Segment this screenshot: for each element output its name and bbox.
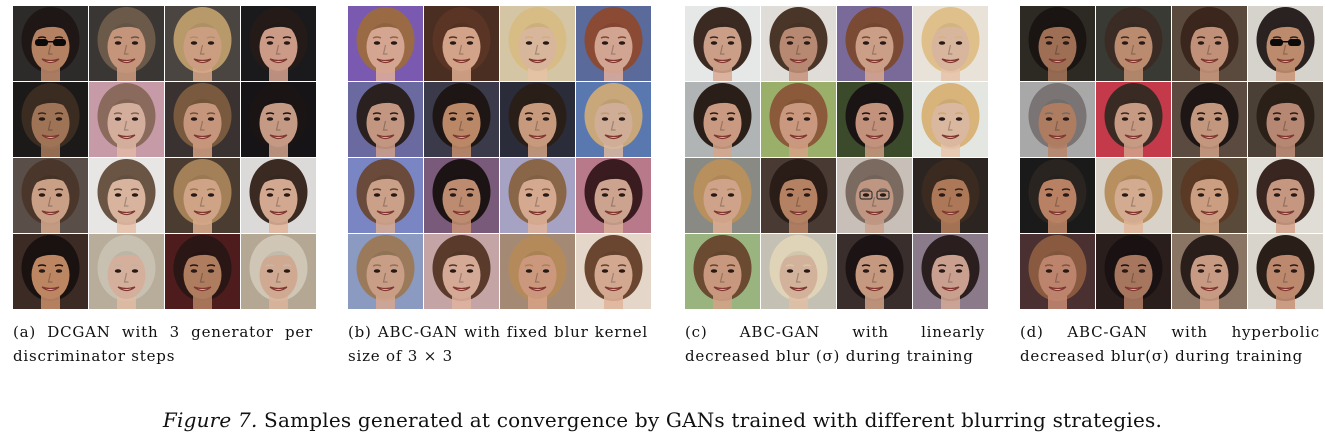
face-sample-image [1248, 82, 1323, 157]
face-sample-image [1172, 234, 1247, 309]
face-sample-image [89, 158, 164, 233]
face-sample-image [348, 234, 423, 309]
sample-grid [1020, 6, 1323, 309]
figure-caption: Figure 7. Samples generated at convergen… [0, 408, 1325, 432]
panel-caption: (a) DCGAN with 3 generator per discrimin… [13, 323, 313, 365]
face-sample-image [1172, 158, 1247, 233]
face-sample-image [13, 158, 88, 233]
face-sample-image [1248, 6, 1323, 81]
face-sample-image [761, 158, 836, 233]
face-sample-image [424, 234, 499, 309]
panel-caption: (b) ABC-GAN with fixed blur kernel size … [348, 323, 648, 365]
face-sample-image [348, 6, 423, 81]
face-sample-image [1172, 6, 1247, 81]
sample-grid [685, 6, 988, 309]
face-sample-image [913, 6, 988, 81]
face-sample-image [89, 234, 164, 309]
face-sample-image [165, 82, 240, 157]
panel-d: (d) ABC-GAN with hyperbolic decreased bl… [1020, 6, 1323, 368]
face-sample-image [241, 6, 316, 81]
face-sample-image [13, 6, 88, 81]
face-sample-image [576, 158, 651, 233]
face-sample-image [685, 234, 760, 309]
panel-c: (c) ABC-GAN with linearly decreased blur… [685, 6, 988, 368]
face-sample-image [1096, 158, 1171, 233]
face-sample-image [1020, 82, 1095, 157]
face-sample-image [1248, 234, 1323, 309]
face-sample-image [913, 234, 988, 309]
face-sample-image [13, 234, 88, 309]
panel-a: (a) DCGAN with 3 generator per discrimin… [13, 6, 316, 368]
face-sample-image [424, 82, 499, 157]
face-sample-image [500, 6, 575, 81]
face-sample-image [241, 158, 316, 233]
face-sample-image [576, 82, 651, 157]
face-sample-image [837, 6, 912, 81]
face-sample-image [13, 82, 88, 157]
face-sample-image [913, 82, 988, 157]
face-sample-image [165, 234, 240, 309]
face-sample-image [1096, 6, 1171, 81]
panel-b: (b) ABC-GAN with fixed blur kernel size … [348, 6, 651, 368]
panel-caption: (d) ABC-GAN with hyperbolic decreased bl… [1020, 323, 1320, 365]
face-sample-image [241, 234, 316, 309]
sample-grid [348, 6, 651, 309]
face-sample-image [761, 234, 836, 309]
face-sample-image [761, 6, 836, 81]
face-sample-image [424, 6, 499, 81]
figure-caption-text: Samples generated at convergence by GANs… [257, 408, 1163, 432]
face-sample-image [913, 158, 988, 233]
face-sample-image [348, 158, 423, 233]
face-sample-image [576, 234, 651, 309]
sample-grid [13, 6, 316, 309]
figure-label: Figure 7. [162, 408, 258, 432]
face-sample-image [424, 158, 499, 233]
face-sample-image [165, 158, 240, 233]
face-sample-image [500, 158, 575, 233]
face-sample-image [837, 158, 912, 233]
face-sample-image [761, 82, 836, 157]
face-sample-image [685, 6, 760, 81]
face-sample-image [685, 82, 760, 157]
face-sample-image [500, 82, 575, 157]
face-sample-image [1248, 158, 1323, 233]
face-sample-image [1020, 158, 1095, 233]
face-sample-image [1096, 234, 1171, 309]
face-sample-image [837, 234, 912, 309]
face-sample-image [500, 234, 575, 309]
face-sample-image [348, 82, 423, 157]
face-sample-image [576, 6, 651, 81]
face-sample-image [165, 6, 240, 81]
face-sample-image [89, 6, 164, 81]
panel-caption: (c) ABC-GAN with linearly decreased blur… [685, 323, 985, 365]
face-sample-image [685, 158, 760, 233]
face-sample-image [1020, 234, 1095, 309]
face-sample-image [241, 82, 316, 157]
face-sample-image [89, 82, 164, 157]
face-sample-image [1172, 82, 1247, 157]
face-sample-image [1096, 82, 1171, 157]
face-sample-image [837, 82, 912, 157]
face-sample-image [1020, 6, 1095, 81]
